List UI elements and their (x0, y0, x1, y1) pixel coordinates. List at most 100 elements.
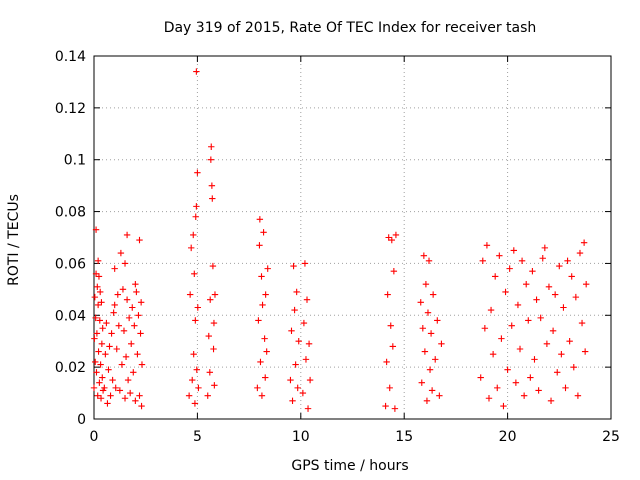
data-point (117, 249, 125, 257)
data-point (207, 296, 214, 303)
data-point (120, 327, 128, 335)
plot-frame (93, 55, 612, 420)
data-markers (90, 68, 590, 412)
data-point (137, 299, 145, 306)
data-point (207, 156, 215, 163)
data-point (132, 397, 139, 405)
data-point (208, 143, 215, 150)
data-point (502, 288, 509, 296)
x-axis-label: GPS time / hours (291, 458, 408, 474)
data-point (305, 340, 313, 348)
data-point (485, 395, 493, 402)
data-point (194, 169, 201, 176)
data-point (494, 384, 501, 392)
y-tick-label: 0.12 (55, 101, 86, 117)
data-point (138, 402, 145, 410)
data-point (256, 216, 264, 223)
data-point (304, 405, 312, 412)
data-point (290, 262, 297, 270)
data-point (193, 203, 200, 210)
data-point (108, 330, 115, 337)
data-point (383, 358, 390, 366)
data-point (432, 356, 439, 363)
data-point (94, 257, 102, 265)
y-tick-label: 0.02 (55, 360, 86, 376)
data-point (438, 340, 445, 348)
data-point (91, 293, 99, 301)
data-point (94, 392, 101, 399)
data-point (295, 338, 302, 345)
data-point (523, 280, 530, 288)
data-point (97, 361, 104, 368)
data-point (129, 304, 136, 311)
data-point (103, 319, 110, 327)
data-point (257, 358, 264, 366)
data-point (258, 392, 266, 399)
data-point (206, 369, 214, 376)
data-point (195, 384, 202, 392)
data-point (205, 332, 212, 340)
data-point (382, 402, 389, 410)
data-point (518, 257, 526, 265)
data-point (133, 288, 140, 296)
grid-lines (94, 56, 611, 419)
x-tick-label: 5 (193, 429, 202, 445)
x-tick-label: 0 (90, 429, 99, 445)
data-point (303, 296, 311, 303)
data-point (135, 312, 142, 319)
data-point (104, 400, 111, 407)
data-point (535, 387, 542, 394)
data-point (301, 260, 309, 267)
data-point (93, 369, 100, 376)
data-point (581, 348, 589, 355)
data-point (418, 379, 425, 386)
data-point (421, 348, 429, 355)
data-point (436, 392, 443, 399)
data-point (93, 330, 101, 337)
data-point (423, 397, 431, 405)
data-point (434, 317, 441, 324)
data-point (302, 356, 310, 363)
data-point (390, 268, 398, 275)
y-tick-label: 0.06 (55, 256, 86, 272)
data-point (123, 231, 131, 239)
data-point (260, 229, 267, 236)
data-point (491, 273, 499, 280)
x-tick-label: 20 (499, 429, 517, 445)
data-point (258, 273, 265, 280)
data-point (306, 376, 314, 384)
data-point (289, 397, 296, 405)
data-point (123, 296, 131, 303)
y-tick-label: 0.1 (64, 153, 86, 169)
data-point (481, 325, 489, 332)
data-point (541, 244, 549, 252)
data-point (192, 317, 199, 324)
data-point (429, 291, 437, 298)
data-point (547, 397, 555, 405)
data-point (136, 392, 143, 399)
data-point (102, 350, 109, 358)
data-point (568, 273, 575, 280)
data-point (95, 273, 103, 280)
data-point (96, 379, 103, 386)
data-point (128, 340, 135, 348)
data-point (566, 338, 573, 345)
data-point (292, 361, 299, 368)
data-point (99, 325, 106, 332)
data-point (537, 314, 544, 322)
data-point (119, 286, 127, 293)
data-point (576, 249, 584, 257)
data-point (387, 322, 394, 329)
data-point (254, 384, 261, 392)
data-point (97, 288, 104, 296)
data-point (132, 280, 139, 288)
data-point (564, 257, 571, 265)
y-tick-label: 0 (77, 412, 86, 428)
data-point (134, 350, 141, 358)
data-point (551, 291, 559, 298)
data-point (186, 291, 194, 298)
data-point (574, 392, 582, 399)
data-point (510, 247, 518, 254)
axis-ticks: 0 5 10 15 20 25 0 0.02 0.04 0.06 0.08 0.1 0.12 0.14 (55, 49, 620, 445)
data-point (539, 255, 546, 262)
